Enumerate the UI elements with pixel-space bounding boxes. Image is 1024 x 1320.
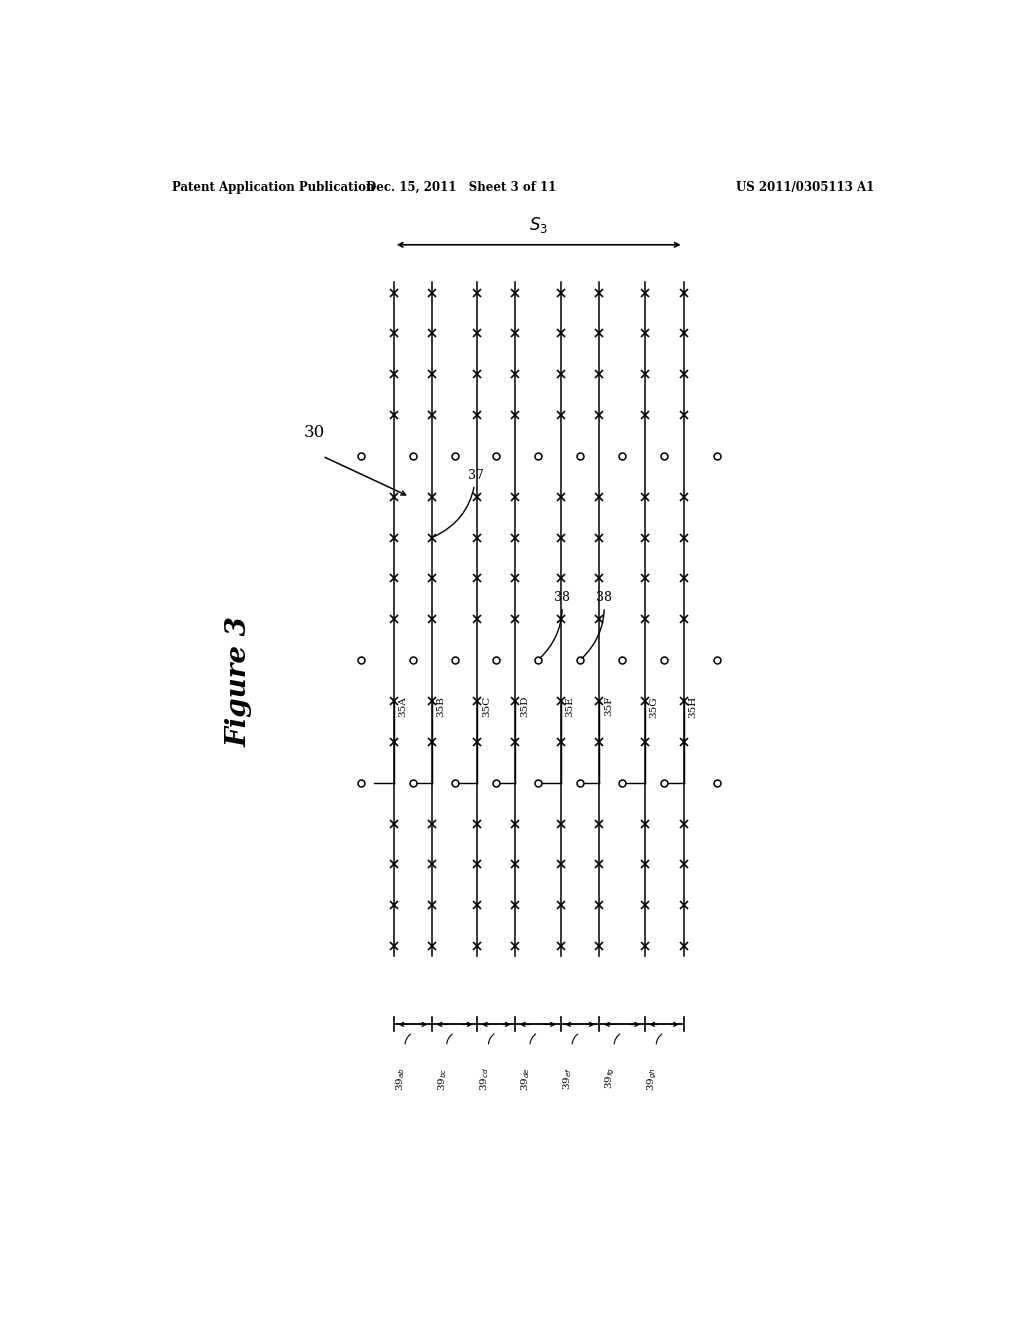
Text: Dec. 15, 2011   Sheet 3 of 11: Dec. 15, 2011 Sheet 3 of 11 xyxy=(367,181,556,194)
Text: 35F: 35F xyxy=(604,696,613,717)
Text: 35B: 35B xyxy=(436,696,445,717)
Text: 39$_{fg}$: 39$_{fg}$ xyxy=(603,1067,616,1089)
Text: 38: 38 xyxy=(582,591,611,659)
Text: 35D: 35D xyxy=(520,696,529,718)
Text: 39$_{ef}$: 39$_{ef}$ xyxy=(561,1067,574,1090)
Text: Figure 3: Figure 3 xyxy=(225,616,253,747)
Text: 35E: 35E xyxy=(565,696,574,717)
Text: $\mathit{S}_3$: $\mathit{S}_3$ xyxy=(529,215,548,235)
Text: 35A: 35A xyxy=(398,696,408,717)
Text: 35G: 35G xyxy=(649,696,658,718)
Text: 39$_{de}$: 39$_{de}$ xyxy=(519,1067,532,1092)
Text: Patent Application Publication: Patent Application Publication xyxy=(172,181,374,194)
Text: 30: 30 xyxy=(304,424,326,441)
Text: US 2011/0305113 A1: US 2011/0305113 A1 xyxy=(735,181,873,194)
Text: 38: 38 xyxy=(540,591,569,659)
Text: 39$_{bc}$: 39$_{bc}$ xyxy=(436,1067,450,1090)
Text: 35H: 35H xyxy=(688,696,697,718)
Text: 39$_{gh}$: 39$_{gh}$ xyxy=(645,1067,658,1092)
Text: 39$_{ab}$: 39$_{ab}$ xyxy=(394,1067,408,1092)
Text: 37: 37 xyxy=(434,469,483,536)
Text: 35C: 35C xyxy=(482,696,490,717)
Text: 39$_{cd}$: 39$_{cd}$ xyxy=(478,1067,490,1092)
